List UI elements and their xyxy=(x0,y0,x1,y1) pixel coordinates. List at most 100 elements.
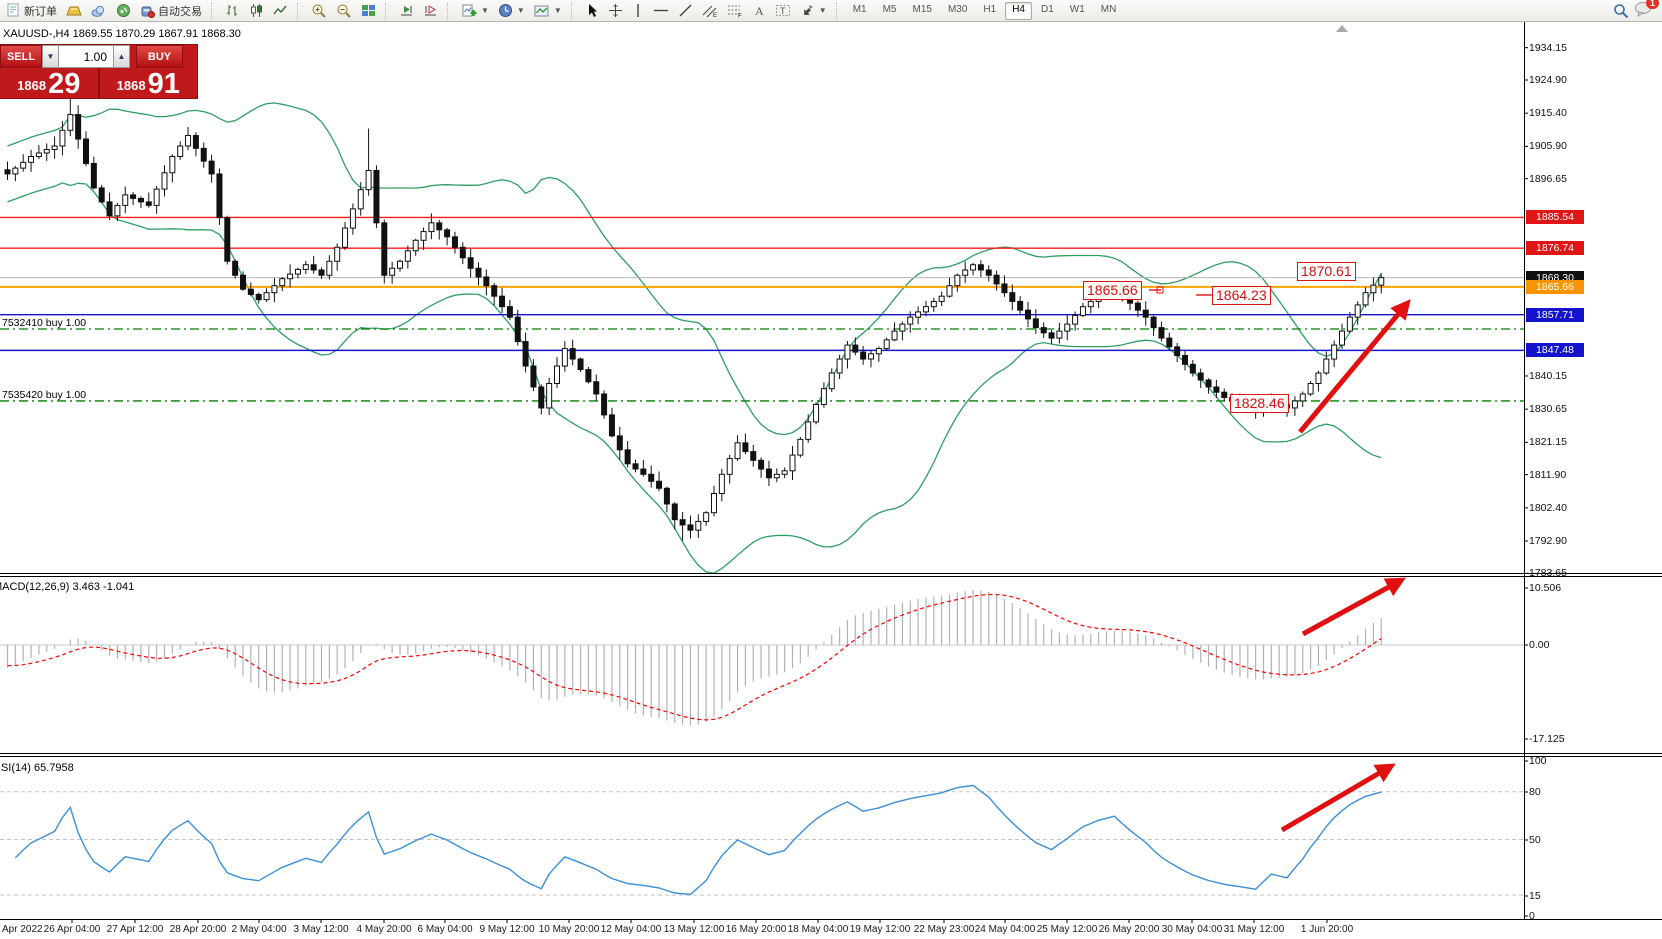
crosshair-tool-button[interactable] xyxy=(604,1,627,21)
timeframe-m15-button[interactable]: M15 xyxy=(912,3,932,15)
time-axis-label: 22 May 23:00 xyxy=(913,924,975,935)
price-axis-label-1865.66: 1865.66 xyxy=(1526,279,1584,294)
time-axis-label: 2 May 04:00 xyxy=(231,924,287,935)
time-axis-label: 10 May 20:00 xyxy=(538,924,600,935)
macd-axis-tick: -17.125 xyxy=(1529,733,1565,745)
text-label-icon: T xyxy=(775,5,790,16)
volume-input[interactable] xyxy=(59,45,113,68)
timeframe-d1-button[interactable]: D1 xyxy=(1041,3,1054,15)
svg-text:T: T xyxy=(780,6,786,16)
buy-button[interactable]: BUY xyxy=(136,45,183,68)
time-axis-label: 9 May 12:00 xyxy=(479,924,535,935)
price-axis-tick: 1934.15 xyxy=(1529,41,1567,54)
buy-price-pips: 91 xyxy=(147,68,180,100)
chart-top-marker-icon xyxy=(1336,25,1348,32)
text-icon: A xyxy=(755,4,764,18)
equidistant-channel-icon: E xyxy=(702,5,717,18)
fibonacci-icon: F xyxy=(727,5,742,19)
chart-canvas[interactable] xyxy=(0,22,1662,939)
market-button[interactable] xyxy=(62,1,86,21)
time-axis-label: Apr 2022 xyxy=(2,924,43,935)
cursor-icon xyxy=(588,4,597,17)
new-order-label: 新订单 xyxy=(24,5,57,18)
fibonacci-tool-button[interactable]: F xyxy=(723,1,747,21)
horizontal-line-tool-button[interactable] xyxy=(649,1,673,21)
price-axis-label-1876.74: 1876.74 xyxy=(1526,241,1584,256)
candlestick-icon xyxy=(251,4,262,17)
open-position-label: 7532410 buy 1.00 xyxy=(2,317,87,329)
buy-price[interactable]: 1868 91 xyxy=(100,68,198,100)
search-button[interactable] xyxy=(1609,1,1633,21)
open-position-label: 7535420 buy 1.00 xyxy=(2,388,87,401)
autoscroll-button[interactable] xyxy=(395,1,418,21)
cloud-button[interactable] xyxy=(87,1,111,21)
chevron-down-icon: ▼ xyxy=(553,6,562,15)
chart-window[interactable]: XAUUSD-,H4 1869.55 1870.29 1867.91 1868.… xyxy=(0,22,1662,939)
arrow-objects-icon xyxy=(803,5,813,15)
macd-axis-tick: 0.00 xyxy=(1529,639,1550,651)
timeframe-m5-button[interactable]: M5 xyxy=(882,3,897,15)
tile-windows-button[interactable] xyxy=(357,1,380,21)
timeframe-h4-button[interactable]: H4 xyxy=(1005,1,1032,20)
chart-shift-button[interactable] xyxy=(419,1,442,21)
new-order-button[interactable]: 新订单 xyxy=(2,1,61,21)
time-axis-label: 18 May 04:00 xyxy=(787,924,849,935)
price-axis-tick: 1792.90 xyxy=(1529,534,1567,547)
arrows-tool-button[interactable]: ▼ xyxy=(796,1,831,21)
price-annotation-1828.46[interactable]: 1828.46 xyxy=(1230,394,1289,413)
volume-decrease-button[interactable]: ▼ xyxy=(42,45,59,68)
zoom-in-button[interactable] xyxy=(307,1,331,21)
timeframe-h1-button[interactable]: H1 xyxy=(983,3,997,15)
line-chart-mode-button[interactable] xyxy=(269,1,292,21)
text-tool-button[interactable]: A xyxy=(748,1,770,21)
timeframe-m30-button[interactable]: M30 xyxy=(947,3,968,15)
autoscroll-icon xyxy=(401,6,412,16)
price-axis-tick: 1830.65 xyxy=(1529,403,1567,416)
timeframe-w1-button[interactable]: W1 xyxy=(1069,3,1085,15)
autotrade-button[interactable]: 自动交易 xyxy=(136,1,206,21)
trend-arrow[interactable] xyxy=(1280,763,1396,833)
volume-increase-button[interactable]: ▲ xyxy=(113,45,130,68)
time-axis-label: 25 May 12:00 xyxy=(1036,924,1098,935)
timeframe-m1-button[interactable]: M1 xyxy=(852,3,867,15)
cloud-icon xyxy=(91,5,105,17)
templates-button[interactable]: ▼ xyxy=(530,1,566,21)
cursor-tool-button[interactable] xyxy=(581,1,603,21)
vertical-line-tool-button[interactable] xyxy=(628,1,648,21)
time-axis-label: 1 Jun 20:00 xyxy=(1300,924,1354,935)
chat-badge: 1 xyxy=(1645,0,1659,9)
sell-price[interactable]: 1868 29 xyxy=(0,68,98,99)
candlestick-mode-button[interactable] xyxy=(245,1,268,21)
time-axis-label: 27 Apr 12:00 xyxy=(106,924,164,935)
chat-button[interactable]: 1 xyxy=(1634,0,1659,20)
bar-chart-icon xyxy=(227,5,237,16)
time-axis-label: 30 May 04:00 xyxy=(1161,924,1223,935)
periods-button[interactable]: ▼ xyxy=(494,1,529,21)
trend-arrow[interactable] xyxy=(1298,299,1411,434)
price-annotation-1865.66[interactable]: 1865.66 xyxy=(1083,281,1142,300)
price-axis-tick: 1896.65 xyxy=(1529,172,1567,185)
trendline-tool-button[interactable] xyxy=(674,1,697,21)
svg-text:F: F xyxy=(738,14,742,19)
ohlc-info-line: XAUUSD-,H4 1869.55 1870.29 1867.91 1868.… xyxy=(3,28,241,40)
price-annotation-1864.23[interactable]: 1864.23 xyxy=(1212,286,1271,305)
time-axis-label: 16 May 20:00 xyxy=(725,924,787,935)
rsi-axis-tick: 100 xyxy=(1529,755,1547,767)
timeframe-mn-button[interactable]: MN xyxy=(1100,3,1117,15)
price-axis-tick: 1924.90 xyxy=(1529,74,1567,86)
price-axis-tick: 1905.90 xyxy=(1529,140,1567,153)
toolbar-separator xyxy=(570,2,577,19)
chart-shift-icon xyxy=(425,5,436,16)
trend-arrow[interactable] xyxy=(1301,577,1406,637)
new-chart-button[interactable]: ▼ xyxy=(457,1,493,21)
zoom-out-button[interactable] xyxy=(332,1,356,21)
price-axis-label-1857.71: 1857.71 xyxy=(1526,307,1584,322)
bar-chart-mode-button[interactable] xyxy=(221,1,244,21)
channel-tool-button[interactable]: E xyxy=(698,1,722,21)
time-axis-label: 19 May 12:00 xyxy=(849,924,911,935)
price-annotation-1870.61[interactable]: 1870.61 xyxy=(1297,262,1356,281)
label-tool-button[interactable]: T xyxy=(771,1,795,21)
signals-button[interactable] xyxy=(112,1,135,21)
chart-overlay: XAUUSD-,H4 1869.55 1870.29 1867.91 1868.… xyxy=(0,22,1662,939)
sell-button[interactable]: SELL xyxy=(0,45,42,68)
